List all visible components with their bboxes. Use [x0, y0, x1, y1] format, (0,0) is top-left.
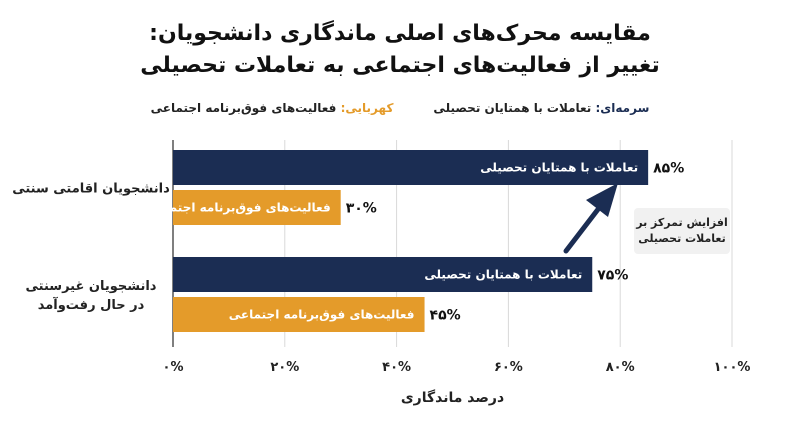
annotation-callout: افزایش تمرکز بر تعاملات تحصیلی [634, 208, 730, 254]
legend-navy-value: تعاملات با همتایان تحصیلی [433, 101, 592, 115]
legend-item-amber: کهربایی: فعالیت‌های فوق‌برنامه اجتماعی [151, 101, 394, 115]
chart-title: مقایسه محرک‌های اصلی ماندگاری دانشجویان:… [0, 18, 800, 82]
legend: سرمه‌ای: تعاملات با همتایان تحصیلی کهربا… [0, 101, 800, 115]
annotation-arrow-head-icon [586, 183, 618, 217]
bar-value-label: ۳۰% [346, 201, 377, 217]
x-tick-label: ۸۰% [606, 360, 635, 375]
bar-inner-label: تعاملات با همتایان تحصیلی [424, 268, 582, 282]
annotation-arrow-shaft [563, 205, 602, 254]
title-line-2: تغییر از فعالیت‌های اجتماعی به تعاملات ت… [140, 53, 660, 78]
x-axis-title: درصد ماندگاری [401, 389, 504, 406]
bar-inner-label: تعاملات با همتایان تحصیلی [480, 161, 638, 175]
x-tick-label: ۶۰% [494, 360, 523, 375]
bar-value-label: ۷۵% [597, 268, 628, 284]
bar-inner-label: فعالیت‌های فوق‌برنامه اجتماعی [145, 201, 331, 216]
category-label-line: دانشجویان اقامتی سنتی [12, 182, 170, 197]
legend-amber-value: فعالیت‌های فوق‌برنامه اجتماعی [150, 101, 337, 115]
bar [173, 257, 593, 292]
legend-navy-key: سرمه‌ای: [595, 101, 650, 115]
x-tick-label: ۲۰% [270, 360, 299, 375]
title-line-1: مقایسه محرک‌های اصلی ماندگاری دانشجویان: [149, 21, 651, 46]
bar-inner-label: فعالیت‌های فوق‌برنامه اجتماعی [229, 308, 415, 323]
bar [173, 190, 341, 225]
bar-value-label: ۴۵% [430, 308, 461, 324]
category-label: دانشجویان غیرسنتی در حال رفت‌وآمد [26, 279, 157, 313]
x-tick-label: ۱۰۰% [714, 360, 751, 375]
x-tick-label: ۴۰% [382, 360, 411, 375]
x-tick-label: ۰% [163, 360, 184, 375]
bar-value-label: ۸۵% [653, 161, 684, 177]
category-label: دانشجویان اقامتی سنتی [12, 182, 170, 197]
legend-amber-key: کهربایی: [340, 101, 394, 115]
category-label-line: دانشجویان غیرسنتی [26, 279, 157, 294]
category-label-line: در حال رفت‌وآمد [38, 296, 145, 313]
bar [173, 297, 425, 332]
legend-item-navy: سرمه‌ای: تعاملات با همتایان تحصیلی [433, 101, 649, 115]
bar [173, 150, 649, 185]
